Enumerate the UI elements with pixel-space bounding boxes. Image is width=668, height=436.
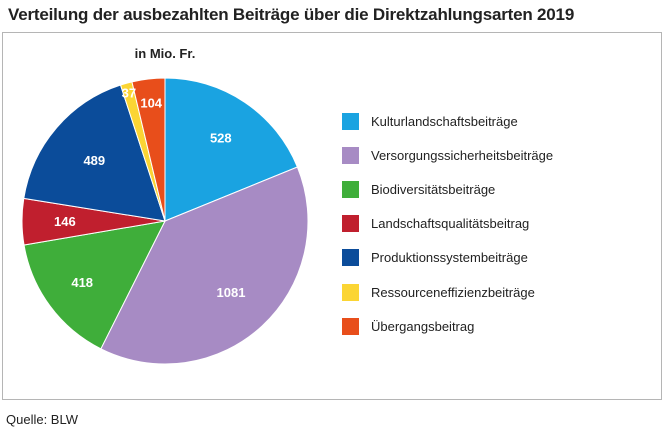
- chart-frame: [2, 32, 662, 400]
- legend-swatch: [342, 112, 359, 130]
- legend-item: Produktionssystembeiträge: [342, 241, 553, 275]
- pie-data-label-2: 1081: [217, 285, 246, 300]
- legend-label: Landschaftsqualitätsbeitrag: [371, 216, 530, 232]
- pie-data-label-1: 528: [210, 130, 232, 145]
- source-note: Quelle: BLW: [6, 412, 79, 427]
- pie-slice-3: [23, 220, 166, 350]
- pie-data-label-4: 146: [54, 214, 76, 229]
- legend-label: Übergangsbeitrag: [371, 318, 475, 334]
- pie-data-label-5: 489: [83, 153, 105, 168]
- legend-item: Ressourceneffizienzbeiträge: [342, 275, 553, 309]
- pie-slice-2: [100, 166, 309, 365]
- legend-swatch: [342, 249, 359, 267]
- pie-data-label-6: 37: [122, 86, 136, 101]
- legend-item: Kulturlandschaftsbeiträge: [342, 104, 553, 138]
- legend-item: Landschaftsqualitätsbeitrag: [342, 207, 553, 241]
- legend-swatch: [342, 283, 359, 301]
- legend-item: Versorgungssicherheitsbeiträge: [342, 138, 553, 172]
- pie-slice-5: [23, 84, 166, 222]
- pie-data-label-7: 104: [140, 96, 162, 111]
- legend: Kulturlandschaftsbeiträge Versorgungssich…: [342, 104, 553, 343]
- legend-item: Biodiversitätsbeiträge: [342, 172, 553, 206]
- legend-item: Übergangsbeitrag: [342, 309, 553, 343]
- unit-label: in Mio. Fr.: [135, 46, 196, 61]
- legend-swatch: [342, 180, 359, 198]
- legend-label: Versorgungssicherheitsbeiträge: [371, 147, 554, 163]
- legend-swatch: [342, 317, 359, 335]
- pie-slice-1: [164, 77, 299, 222]
- pie-slice-7: [131, 77, 166, 222]
- legend-swatch: [342, 215, 359, 233]
- pie-data-label-3: 418: [71, 275, 93, 290]
- legend-label: Ressourceneffizienzbeiträge: [371, 284, 535, 300]
- legend-swatch: [342, 146, 359, 164]
- legend-label: Produktionssystembeiträge: [371, 250, 528, 266]
- legend-label: Kulturlandschaftsbeiträge: [371, 113, 518, 129]
- legend-label: Biodiversitätsbeiträge: [371, 181, 496, 197]
- chart-title: Verteilung der ausbezahlten Beiträge übe…: [8, 5, 575, 24]
